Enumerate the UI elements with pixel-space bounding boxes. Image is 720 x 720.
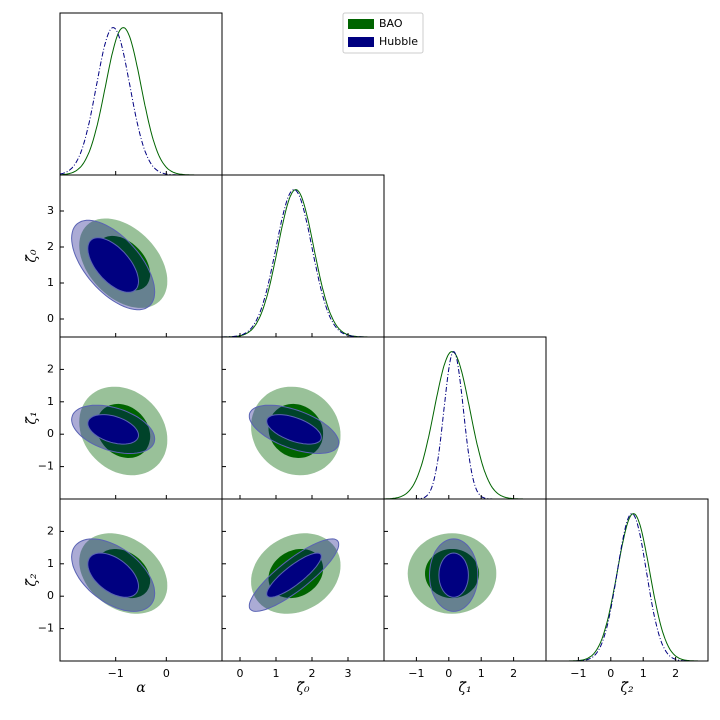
x-axis-label: ζ̃₂: [620, 680, 634, 696]
contour-inner: [266, 414, 322, 445]
x-axis-label: ζ̃₁: [458, 680, 471, 696]
x-tick-label: 0: [445, 667, 452, 680]
panel-frame: [59, 12, 223, 176]
x-tick-label: 2: [672, 667, 679, 680]
density-curve: [60, 27, 222, 175]
density-curve: [222, 189, 384, 337]
y-tick-label: 0: [47, 589, 54, 602]
density-curve: [60, 27, 222, 175]
x-tick-label: −1: [408, 667, 424, 680]
y-tick-label: 1: [47, 276, 54, 289]
contour-inner: [87, 552, 140, 598]
x-axis-label: ζ̃₀: [296, 680, 310, 696]
panel: [384, 351, 546, 499]
panel-frame: [221, 174, 385, 338]
y-tick-label: −1: [38, 460, 54, 473]
y-tick-label: 3: [47, 204, 54, 217]
density-curve: [222, 189, 384, 337]
panel-frame: [383, 336, 547, 500]
y-tick-label: 2: [47, 240, 54, 253]
density-curve: [546, 513, 708, 661]
legend-swatch: [348, 19, 374, 29]
x-tick-label: 3: [345, 667, 352, 680]
contour-inner: [87, 237, 140, 293]
x-tick-label: 2: [510, 667, 517, 680]
panel: [60, 27, 222, 175]
x-tick-label: −1: [108, 667, 124, 680]
panel: [71, 386, 168, 476]
x-tick-label: 1: [273, 667, 280, 680]
x-axis-label: α: [136, 680, 146, 696]
contour-inner: [266, 552, 322, 598]
x-tick-label: 0: [237, 667, 244, 680]
density-curve: [384, 351, 546, 499]
density-curve: [384, 351, 546, 499]
contour-inner: [438, 552, 469, 598]
panel: [248, 386, 341, 476]
x-tick-label: 1: [478, 667, 485, 680]
y-tick-label: 0: [47, 312, 54, 325]
x-tick-label: 0: [163, 667, 170, 680]
panel-frame: [545, 498, 709, 662]
panel: [248, 533, 341, 614]
y-axis-label: ζ̃₁: [24, 411, 40, 424]
x-tick-label: 2: [309, 667, 316, 680]
y-tick-label: 2: [47, 362, 54, 375]
x-tick-label: 1: [640, 667, 647, 680]
panel: [546, 513, 708, 661]
y-tick-label: 1: [47, 395, 54, 408]
y-tick-label: 2: [47, 524, 54, 537]
panel: [71, 533, 168, 614]
y-tick-label: 1: [47, 557, 54, 570]
y-axis-label: ζ̃₀: [24, 249, 40, 263]
legend-label: Hubble: [379, 35, 418, 48]
panel: [407, 533, 497, 614]
contour-inner: [87, 414, 140, 445]
y-tick-label: 0: [47, 427, 54, 440]
legend-swatch: [348, 37, 374, 47]
y-axis-label: ζ̃₂: [24, 573, 40, 587]
x-tick-label: 0: [607, 667, 614, 680]
x-tick-label: −1: [570, 667, 586, 680]
panel: [222, 189, 384, 337]
legend-label: BAO: [379, 17, 403, 30]
density-curve: [546, 513, 708, 661]
panel: [71, 218, 168, 311]
y-tick-label: −1: [38, 622, 54, 635]
